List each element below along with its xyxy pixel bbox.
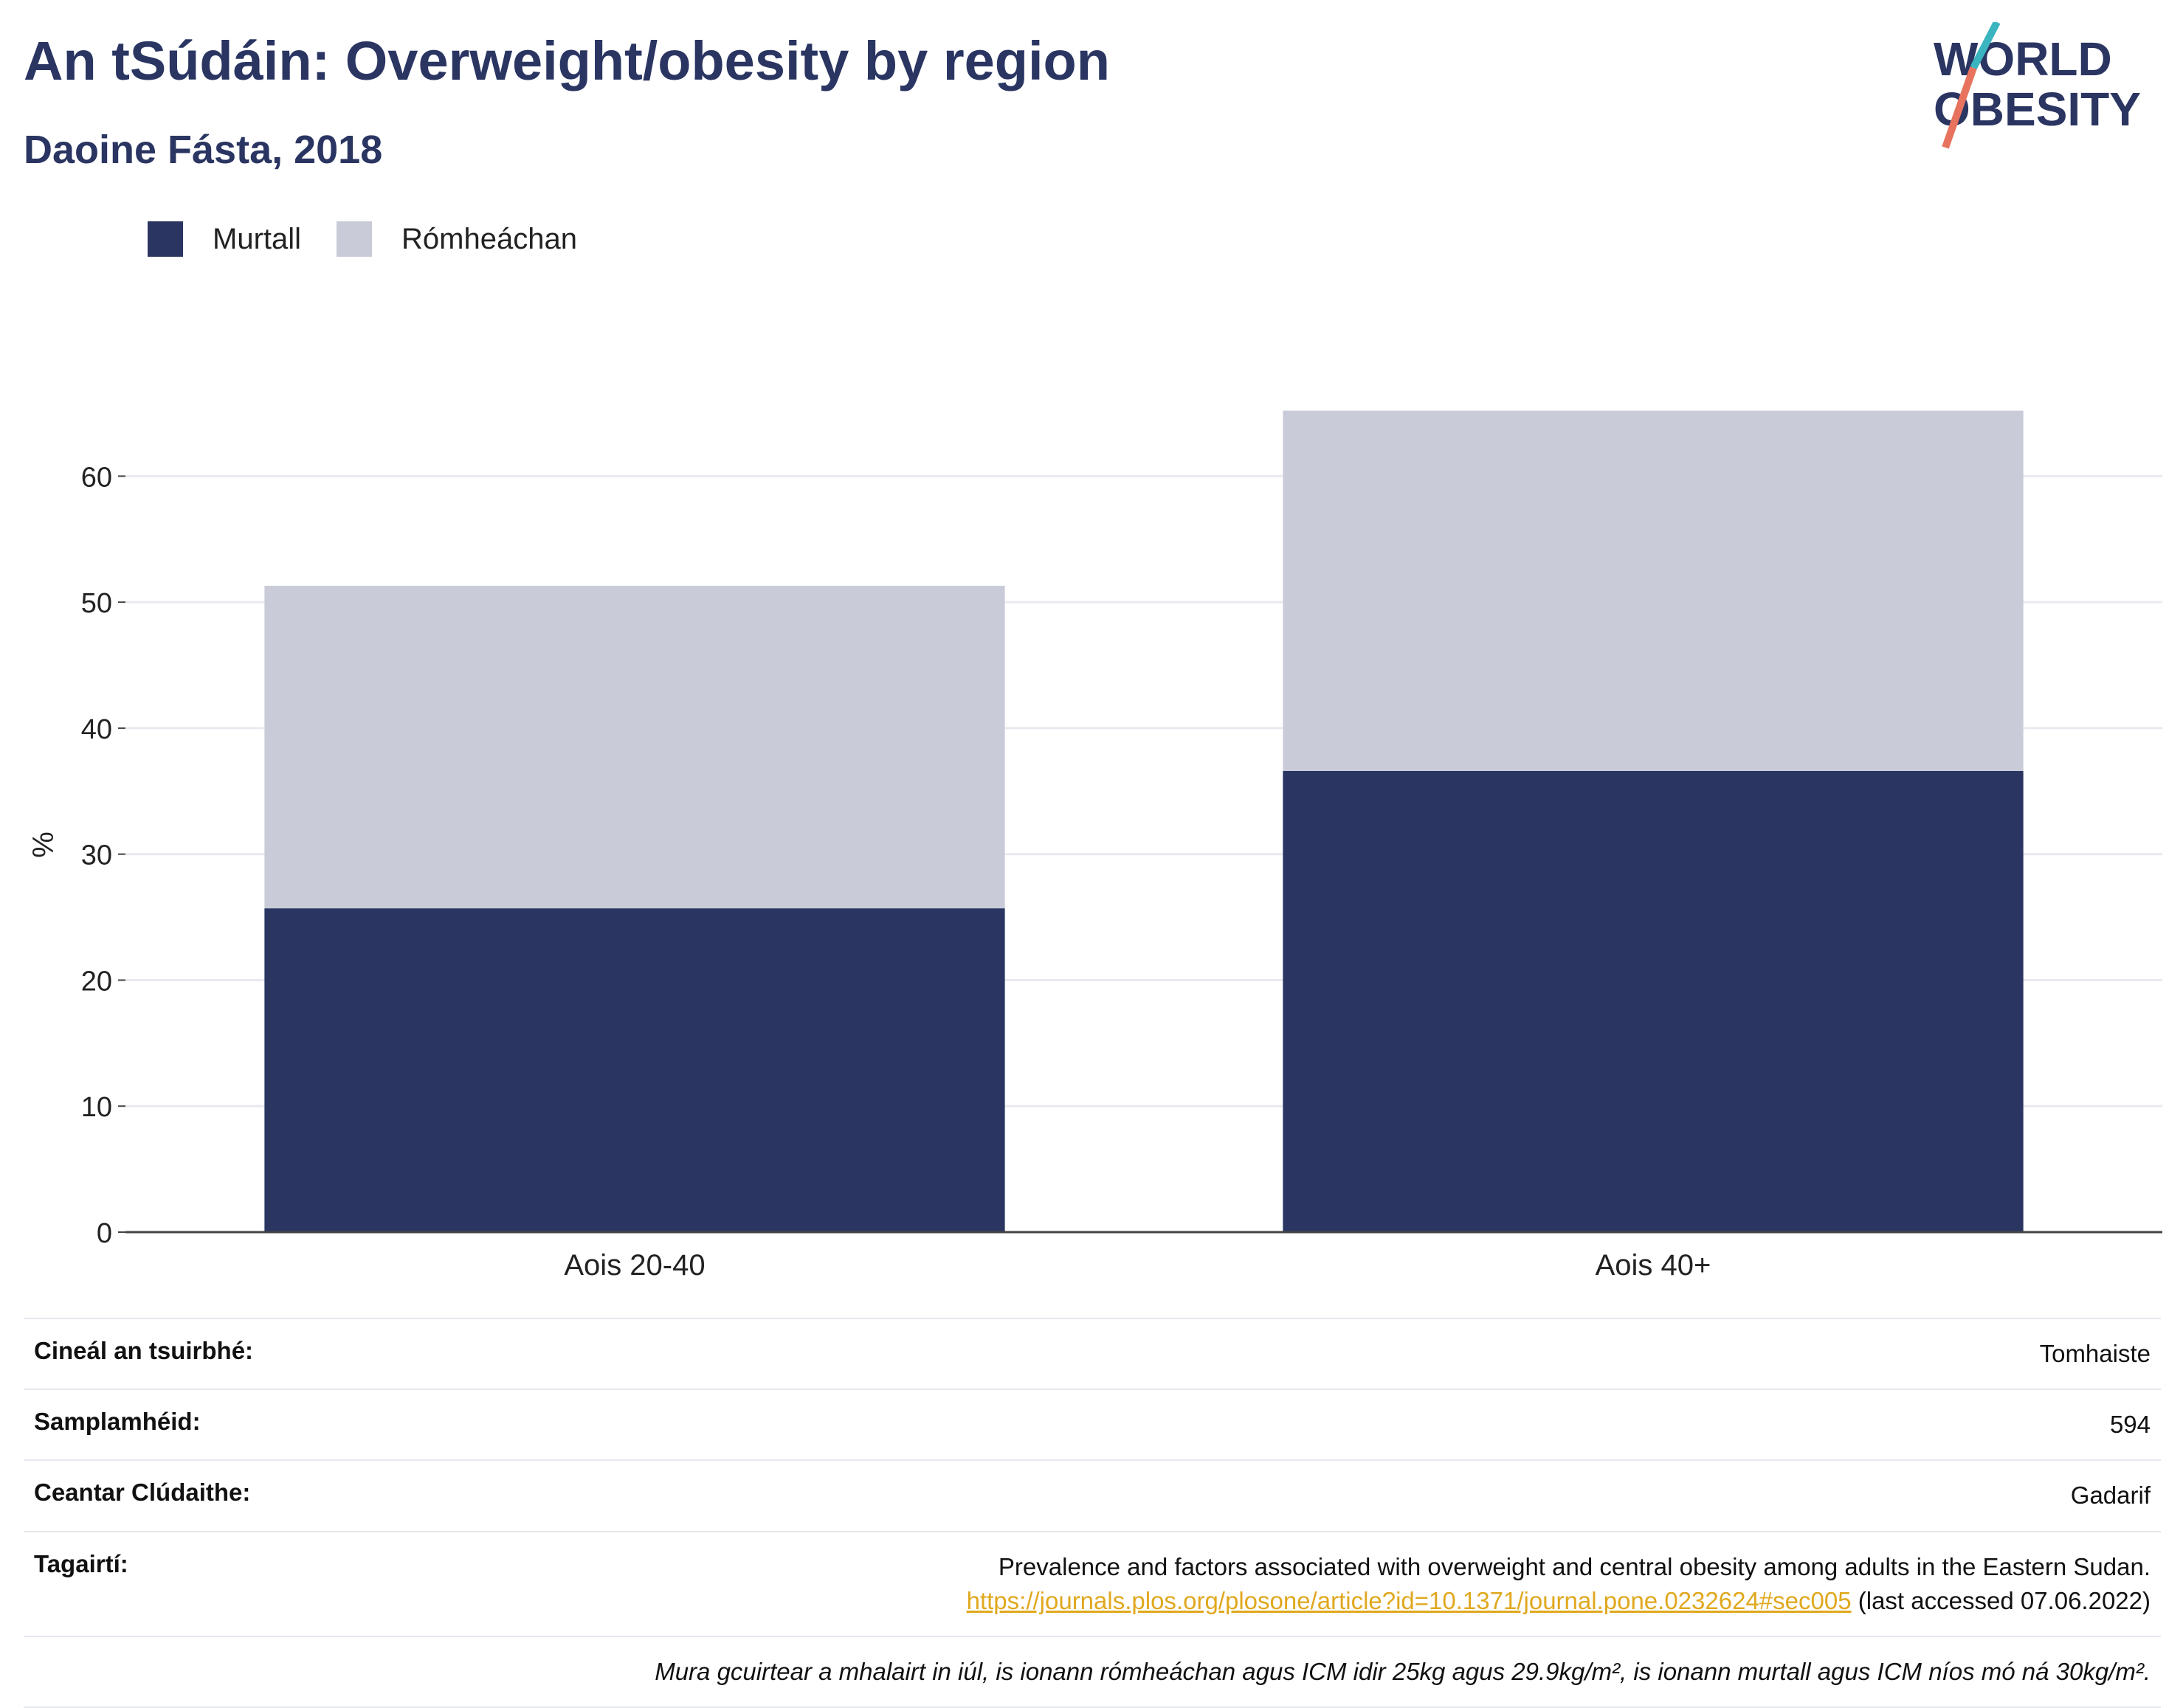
info-row-references: Tagairtí: Prevalence and factors associa… xyxy=(24,1530,2161,1636)
legend-label-obese: Murtall xyxy=(213,222,302,255)
info-row-area: Ceantar Clúdaithe: Gadarif xyxy=(24,1459,2161,1530)
reference-text: Prevalence and factors associated with o… xyxy=(998,1552,2151,1580)
y-axis-label: % xyxy=(27,831,60,858)
bar-obese xyxy=(264,908,1005,1232)
y-tick-label: 10 xyxy=(81,1092,112,1123)
y-tick-label: 20 xyxy=(81,966,112,997)
logo-slash-teal xyxy=(1970,22,2001,70)
legend: Murtall Rómheáchan xyxy=(148,220,613,258)
info-row-sample: Samplamhéid: 594 xyxy=(24,1389,2161,1459)
bar-overweight xyxy=(1283,410,2024,771)
references-label: Tagairtí: xyxy=(34,1549,128,1577)
y-tick-label: 30 xyxy=(81,840,112,871)
chart-title: An tSúdáin: Overweight/obesity by region xyxy=(24,30,1110,91)
y-tick-label: 60 xyxy=(81,462,112,493)
survey-type-label: Cineál an tsuirbhé: xyxy=(34,1337,254,1364)
y-tick-label: 50 xyxy=(81,588,112,619)
reference-accessed: (last accessed 07.06.2022) xyxy=(1858,1586,2151,1614)
bar-overweight xyxy=(264,585,1005,909)
legend-item-overweight[interactable]: Rómheáchan xyxy=(337,221,577,257)
area-label: Ceantar Clúdaithe: xyxy=(34,1479,251,1507)
y-tick-label: 0 xyxy=(97,1218,112,1249)
info-row-note: Mura gcuirtear a mhalairt in iúl, is ion… xyxy=(24,1635,2161,1708)
info-table: Cineál an tsuirbhé: Tomhaiste Samplamhéi… xyxy=(24,1318,2161,1708)
legend-swatch-overweight xyxy=(337,221,373,257)
x-tick-label: Aois 20-40 xyxy=(564,1249,705,1282)
legend-label-overweight: Rómheáchan xyxy=(401,222,577,255)
x-tick-label: Aois 40+ xyxy=(1596,1249,1711,1282)
bar-chart: 0 10 20 30 40 50 60% Aois 20-40 Aois 40+ xyxy=(27,410,2162,1282)
chart-subtitle: Daoine Fásta, 2018 xyxy=(24,128,383,172)
info-row-survey-type: Cineál an tsuirbhé: Tomhaiste xyxy=(24,1318,2161,1389)
logo-line1: WORLD xyxy=(1934,32,2112,86)
area-value: Gadarif xyxy=(2070,1481,2151,1510)
legend-swatch-obese xyxy=(148,221,183,257)
logo-slash-red xyxy=(1942,66,1977,149)
world-obesity-logo: WORLD OBESITY xyxy=(1934,22,2141,149)
sample-value: 594 xyxy=(2109,1411,2151,1439)
bar-obese xyxy=(1283,770,2024,1232)
legend-item-obese[interactable]: Murtall xyxy=(148,221,301,257)
definition-note: Mura gcuirtear a mhalairt in iúl, is ion… xyxy=(655,1657,2151,1685)
y-tick-label: 40 xyxy=(81,714,112,745)
survey-type-value: Tomhaiste xyxy=(2039,1340,2151,1367)
reference-link[interactable]: https://journals.plos.org/plosone/articl… xyxy=(966,1586,1852,1614)
sample-label: Samplamhéid: xyxy=(34,1408,201,1436)
